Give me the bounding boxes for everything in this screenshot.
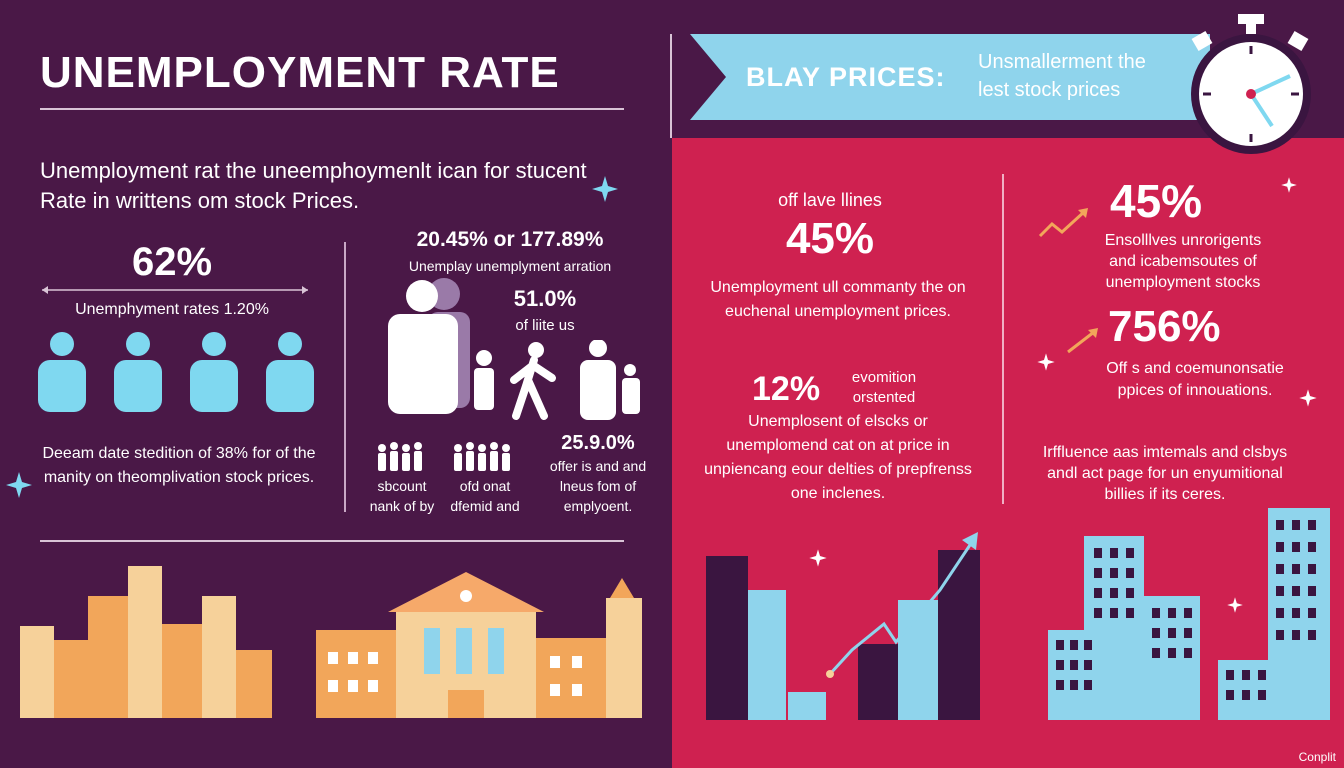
right-column-divider: [1002, 174, 1004, 504]
building-icon: [316, 572, 642, 718]
sparkle-icon: [1299, 389, 1317, 407]
arrow-divider: [42, 286, 308, 294]
person-icon: [50, 332, 74, 356]
sparkle-icon: [6, 472, 32, 498]
crowd-icon: [378, 442, 510, 471]
city-skyline-graphic: [1048, 508, 1330, 720]
stat-45b-value: 45%: [1110, 175, 1203, 227]
stat-45a-pre: off lave llines: [778, 190, 882, 210]
header-divider: [670, 34, 672, 138]
person-icon: [126, 332, 150, 356]
sparkle-icon: [1037, 353, 1055, 371]
stopwatch-icon: [1191, 14, 1311, 154]
stat-756-caption: Off s and coemunonsatie ppices of innoua…: [1106, 360, 1284, 399]
stat-12-value: 12%: [752, 370, 821, 408]
walking-figures-icon: [510, 340, 640, 420]
group-left-caption: sbcount nank of by: [369, 478, 435, 514]
stat-20-caption: Unemplay unemplyment arration: [408, 258, 612, 274]
trend-arrow-icon: [1067, 328, 1098, 354]
stat-25-caption: offer is and and lneus fom of emplyoent.: [549, 458, 647, 514]
sparkle-icon: [1227, 597, 1243, 613]
sparkle-icon: [809, 549, 827, 567]
stat-20-value: 20.45% or 177.89%: [416, 228, 604, 251]
stat-45b-caption: Ensolllves unrorigents and icabemsoutes …: [1104, 232, 1262, 291]
stat-62-caption: Unemphyment rates 1.20%: [75, 301, 269, 318]
stat-62-value: 62%: [131, 240, 213, 284]
left-bar-skyline: [20, 566, 272, 718]
banner-ribbon: [690, 34, 1210, 120]
stat-38-caption: Deeam date stedition of 38% for of the m…: [42, 445, 316, 486]
stat-12-side: evomition orstented: [851, 369, 917, 406]
rising-bars-graphic: [706, 532, 980, 720]
sparkle-icon: [592, 176, 618, 202]
banner-subtitle: Unsmallerment the lest stock prices: [978, 51, 1146, 101]
stat-756-value: 756%: [1108, 302, 1221, 351]
stat-25-value: 25.9.0%: [561, 432, 635, 454]
title-divider: [40, 108, 624, 110]
banner-title: BLAY PRICES:: [746, 62, 946, 92]
stat-45a-value: 45%: [785, 214, 875, 263]
person-icon: [202, 332, 226, 356]
stat-51-caption: of liite us: [515, 317, 575, 334]
person-icon: [278, 332, 302, 356]
sparkle-icon: [1281, 177, 1297, 193]
group-mid-caption: ofd onat dfemid and: [450, 478, 520, 514]
trend-arrow-icon: [1038, 208, 1088, 238]
stat-12-caption: Unemplosent of elscks or unemplomend cat…: [704, 413, 972, 502]
left-subtitle: Unemployment rat the uneemphoymenlt ican…: [40, 158, 587, 213]
adult-figure-icon: [388, 278, 494, 414]
people-row: [38, 332, 314, 412]
column-divider: [344, 242, 346, 512]
page-title: UNEMPLOYMENT RATE: [40, 48, 560, 97]
stat-influence-caption: Irffluence aas imtemals and clsbys andl …: [1042, 444, 1288, 503]
stat-51-value: 51.0%: [513, 286, 577, 311]
credit-label: Conplit: [1298, 750, 1336, 764]
bottom-divider: [40, 540, 624, 542]
stat-45a-caption: Unemployment ull commanty the on euchena…: [710, 279, 966, 320]
